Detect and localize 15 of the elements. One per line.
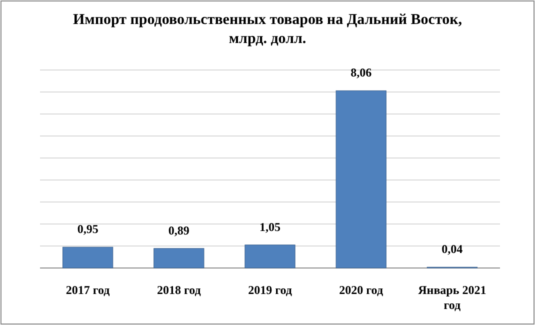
- data-label: 0,89: [168, 223, 190, 238]
- bar: [62, 246, 114, 268]
- data-label: 1,05: [260, 220, 280, 234]
- x-tick-label: 2020 год: [339, 283, 384, 297]
- data-label: 0,04: [442, 242, 463, 256]
- bar: [244, 244, 296, 268]
- bar: [336, 90, 386, 268]
- data-label: 0,95: [77, 222, 98, 236]
- x-tick-label: 2018 год: [156, 283, 201, 297]
- x-tick-label: 2019 год: [248, 283, 292, 297]
- data-label: 8,06: [350, 66, 372, 80]
- x-tick-label: 2017 год: [66, 283, 110, 297]
- x-tick-label: Январь 2021 год: [418, 283, 486, 312]
- bar: [154, 248, 204, 268]
- chart-title: Импорт продовольственных товаров на Дальний Восток, млрд. долл.: [72, 12, 462, 47]
